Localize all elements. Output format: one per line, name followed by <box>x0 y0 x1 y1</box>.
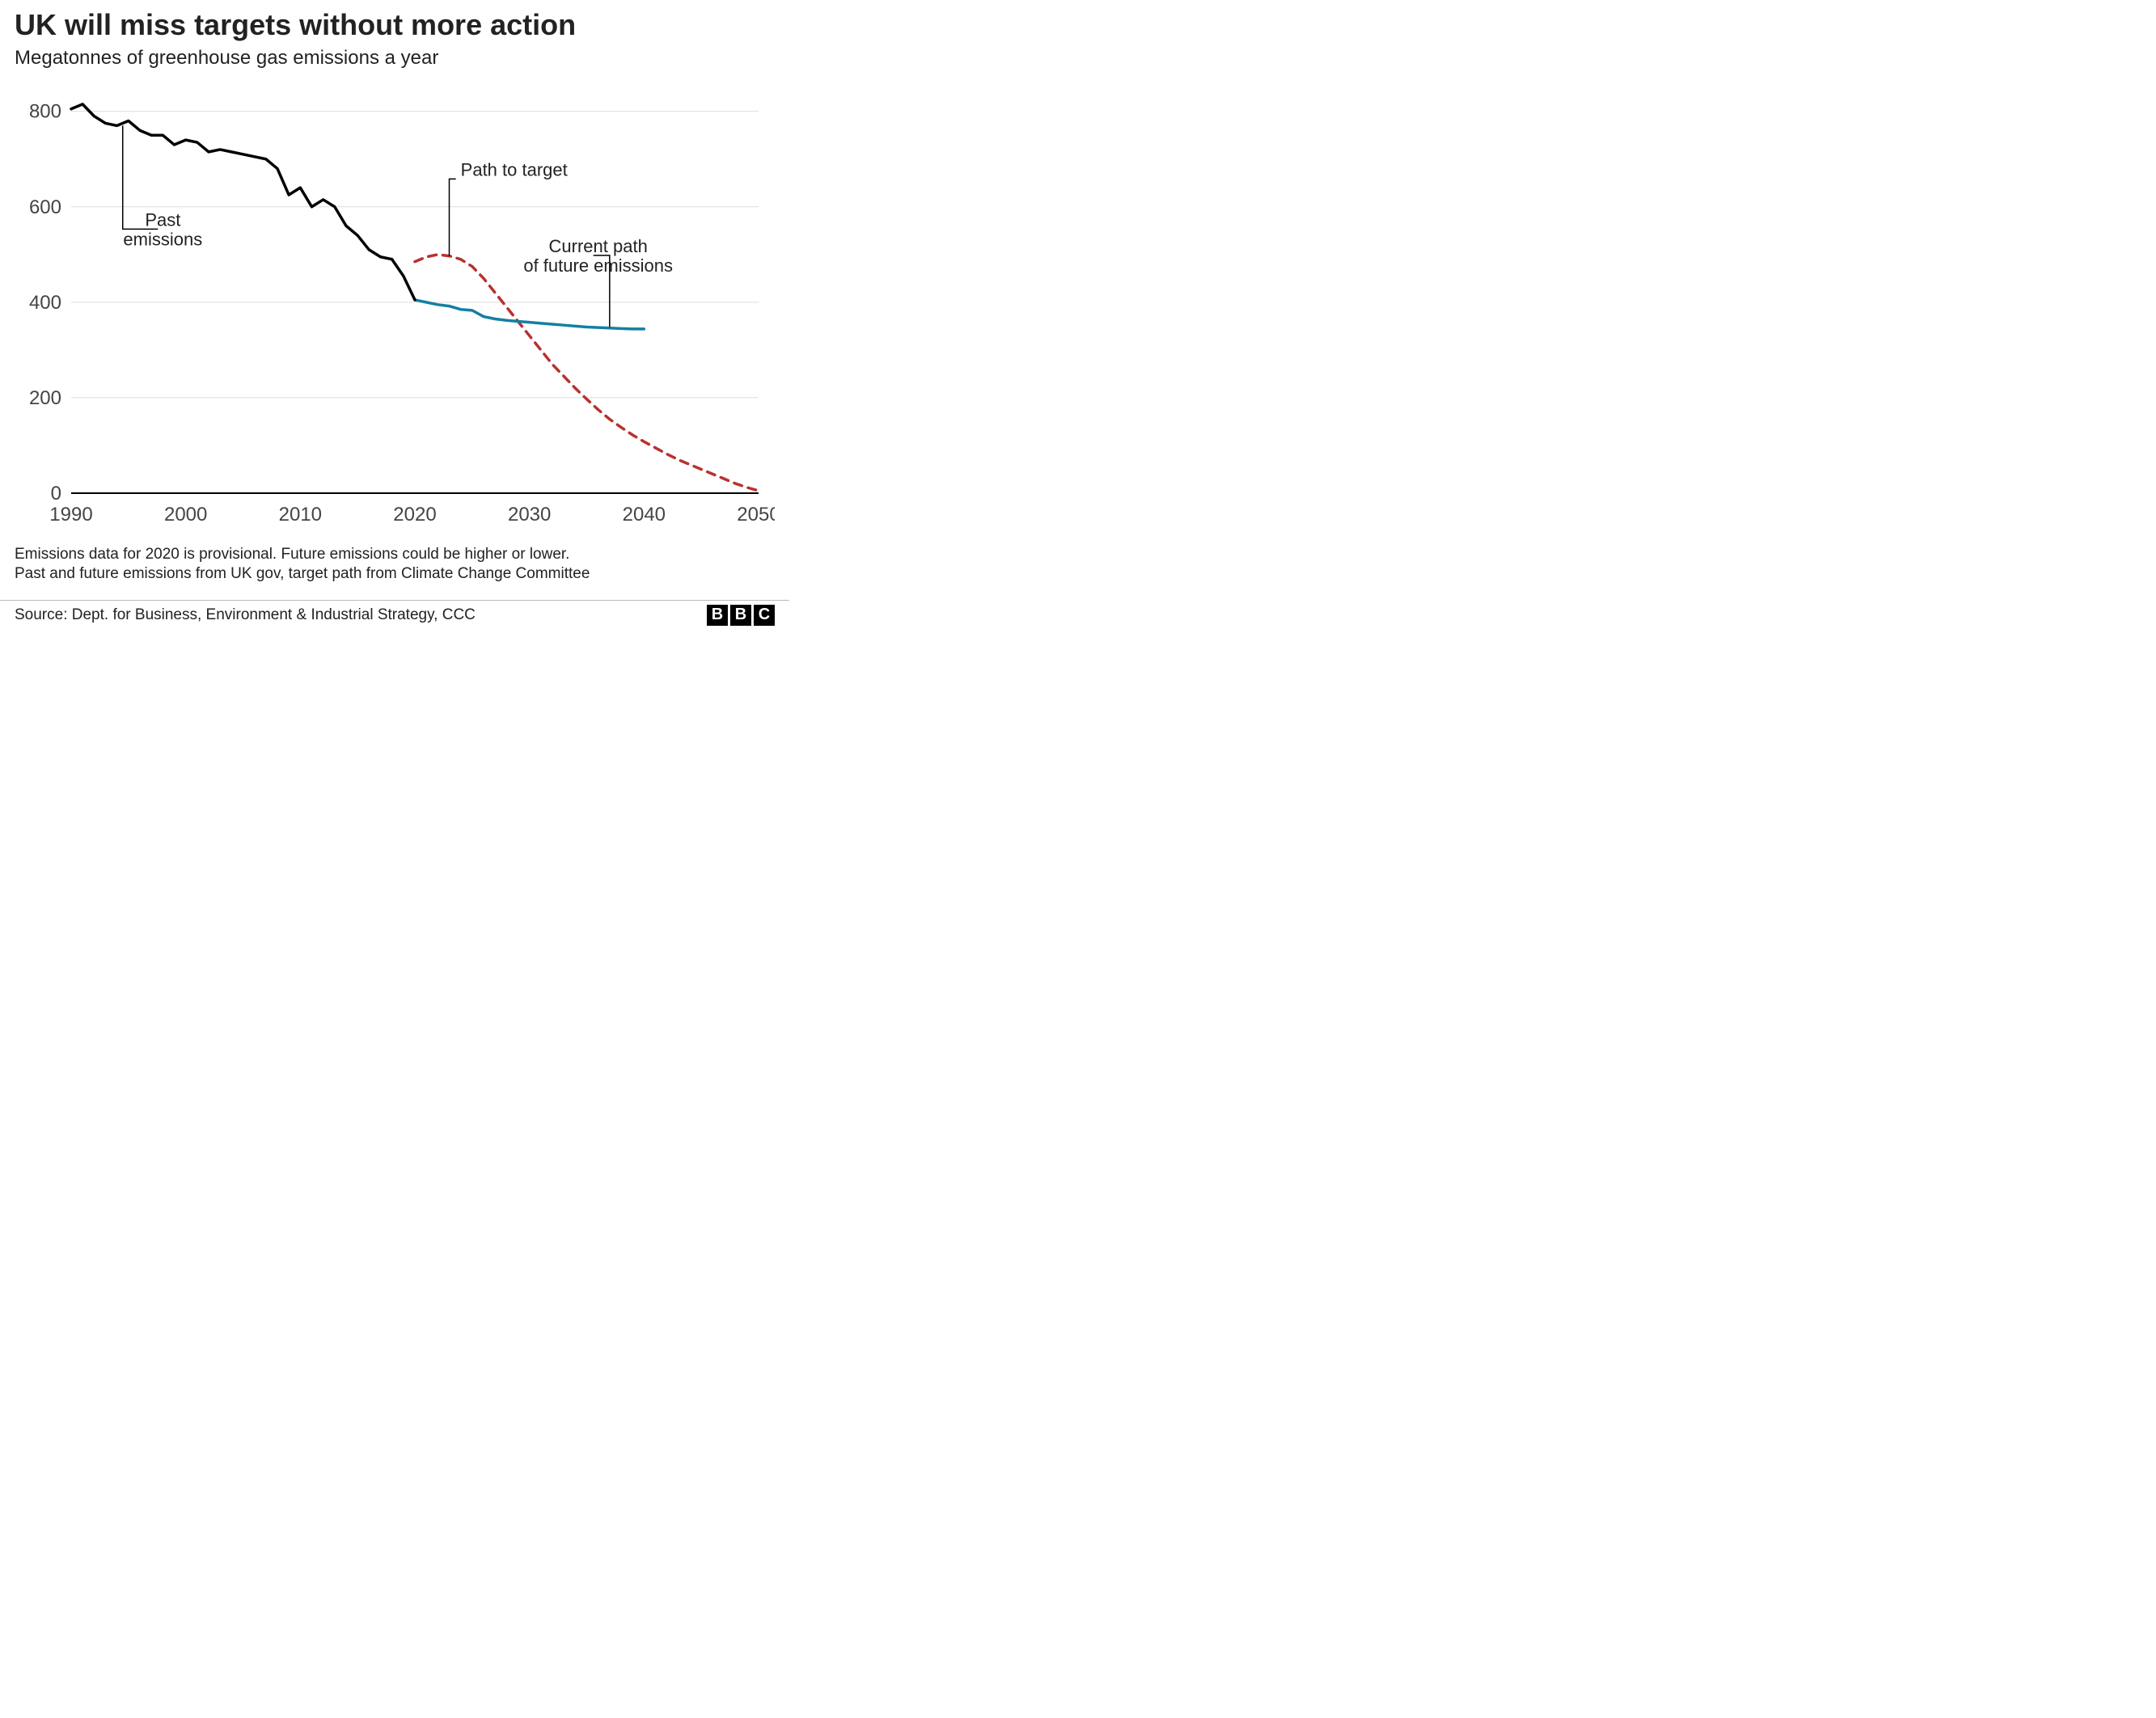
svg-text:600: 600 <box>29 196 61 218</box>
svg-text:2040: 2040 <box>623 504 666 526</box>
svg-text:Pastemissions: Pastemissions <box>123 209 202 249</box>
svg-text:2000: 2000 <box>164 504 207 526</box>
bbc-logo-letter: C <box>754 605 775 626</box>
svg-text:2010: 2010 <box>279 504 322 526</box>
svg-text:400: 400 <box>29 292 61 314</box>
bbc-logo-letter: B <box>707 605 728 626</box>
svg-text:800: 800 <box>29 101 61 123</box>
svg-text:1990: 1990 <box>49 504 92 526</box>
chart-footnote: Emissions data for 2020 is provisional. … <box>15 545 590 584</box>
footnote-line-2: Past and future emissions from UK gov, t… <box>15 564 590 584</box>
source-bar: Source: Dept. for Business, Environment … <box>0 600 789 629</box>
bbc-logo: B B C <box>707 605 775 626</box>
svg-text:2020: 2020 <box>393 504 436 526</box>
chart-subtitle: Megatonnes of greenhouse gas emissions a… <box>15 47 438 70</box>
svg-text:2050: 2050 <box>737 504 775 526</box>
svg-text:0: 0 <box>51 483 61 504</box>
svg-text:Path to target: Path to target <box>461 159 568 179</box>
svg-text:2030: 2030 <box>508 504 551 526</box>
chart-title: UK will miss targets without more action <box>15 8 576 42</box>
chart-plot-area: 0 200 400 600 800 1990 2000 2010 2020 2030 2040 205… <box>15 81 775 534</box>
source-text: Source: Dept. for Business, Environment … <box>15 606 476 624</box>
footnote-line-1: Emissions data for 2020 is provisional. … <box>15 545 590 564</box>
svg-text:200: 200 <box>29 387 61 409</box>
bbc-logo-letter: B <box>730 605 751 626</box>
svg-text:Current pathof future emission: Current pathof future emissions <box>523 236 673 276</box>
